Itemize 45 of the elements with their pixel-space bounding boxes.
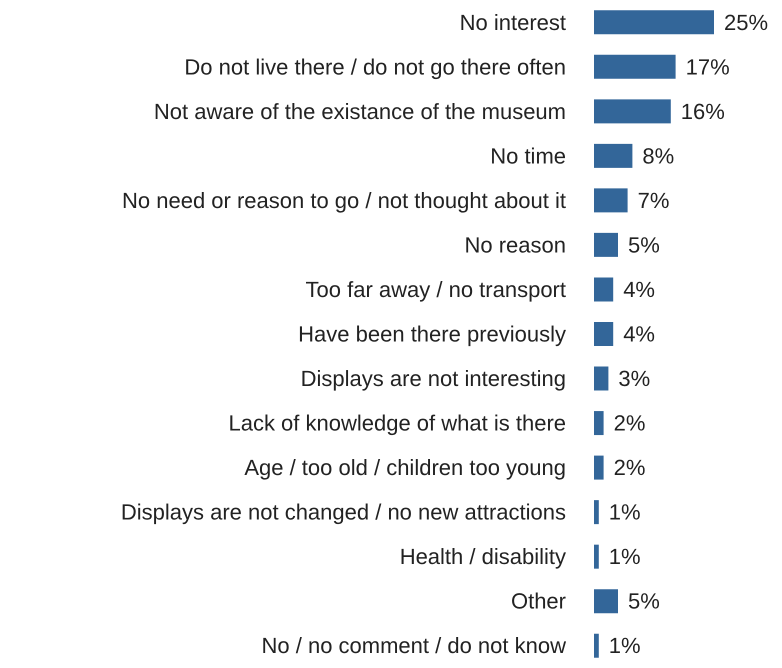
y-tick-label: Age / too old / children too young [244, 455, 566, 480]
bar [594, 456, 604, 480]
data-label: 5% [628, 588, 660, 614]
data-label: 3% [618, 366, 650, 392]
data-label: 16% [680, 98, 725, 124]
data-label: 2% [614, 455, 646, 480]
bar [594, 500, 599, 524]
bar [594, 589, 618, 614]
bar [594, 277, 614, 302]
data-label: 7% [638, 188, 670, 213]
y-tick-label: Too far away / no transport [306, 276, 566, 302]
data-label: 2% [614, 410, 646, 436]
data-label: 4% [623, 322, 655, 346]
bar [594, 411, 604, 436]
bar [594, 188, 628, 212]
data-label: 1% [608, 544, 641, 570]
bar [594, 144, 632, 168]
bar [594, 634, 599, 658]
y-tick-label: Lack of knowledge of what is there [228, 410, 566, 436]
data-label: 5% [628, 232, 660, 258]
y-tick-label: Not aware of the existance of the museum [154, 98, 566, 124]
data-label: 1% [608, 500, 641, 525]
bar [594, 544, 599, 569]
bar [594, 54, 676, 79]
y-tick-label: Displays are not changed / no new attractions [120, 500, 566, 525]
y-tick-label: Displays are not interesting [300, 366, 566, 392]
data-label: 1% [608, 633, 641, 658]
data-label: 8% [642, 143, 674, 168]
y-tick-label: No / no comment / do not know [262, 633, 566, 658]
y-tick-label: Have been there previously [298, 322, 566, 346]
bar [594, 232, 618, 257]
y-tick-label: Do not live there / do not go there often [184, 54, 566, 80]
data-label: 4% [623, 276, 655, 302]
y-tick-label: Health / disability [400, 544, 566, 570]
bar [594, 322, 614, 346]
y-tick-label: Other [510, 588, 566, 614]
bar [594, 10, 714, 34]
y-tick-label: No reason [464, 232, 566, 258]
y-tick-label: No interest [460, 10, 566, 35]
bar [594, 366, 608, 391]
data-label: 17% [686, 54, 730, 80]
bar [594, 99, 671, 124]
data-label: 25% [724, 10, 768, 35]
y-tick-label: No time [490, 143, 566, 168]
y-tick-label: No need or reason to go / not thought about it [122, 188, 566, 213]
